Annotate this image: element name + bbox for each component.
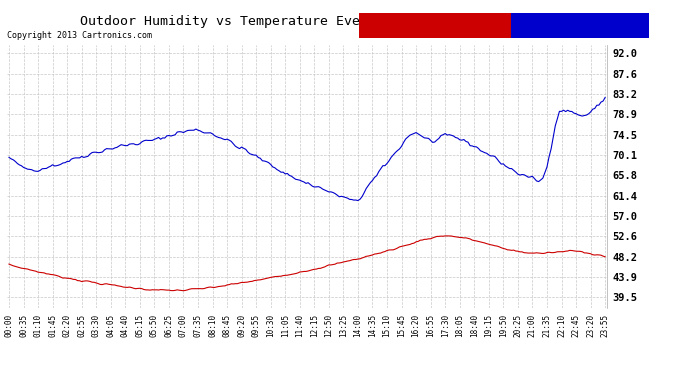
Text: Copyright 2013 Cartronics.com: Copyright 2013 Cartronics.com: [7, 30, 152, 39]
Text: Humidity  (%): Humidity (%): [514, 20, 584, 29]
Text: Outdoor Humidity vs Temperature Every 5 Minutes 20130502: Outdoor Humidity vs Temperature Every 5 …: [79, 15, 528, 28]
Text: Temperature (°F): Temperature (°F): [366, 20, 452, 29]
